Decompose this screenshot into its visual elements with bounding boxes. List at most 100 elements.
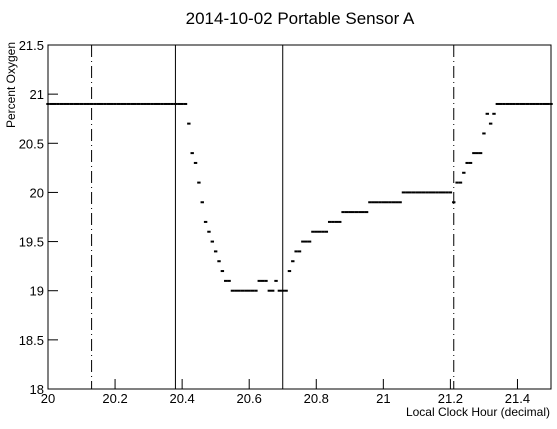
data-point: [455, 181, 459, 184]
data-point: [257, 279, 261, 282]
data-point: [270, 289, 275, 292]
data-point: [103, 102, 107, 105]
data-point: [267, 289, 272, 292]
data-point: [260, 279, 265, 282]
data-point: [505, 102, 510, 105]
data-point: [535, 102, 540, 105]
data-point: [106, 102, 111, 105]
data-point: [405, 191, 409, 194]
data-point: [237, 289, 241, 292]
data-point: [415, 191, 419, 194]
data-point: [217, 260, 221, 263]
x-tick-label: 20.2: [102, 391, 127, 406]
data-point: [532, 102, 536, 105]
data-point: [519, 102, 523, 105]
data-point: [73, 102, 77, 105]
data-point: [183, 102, 188, 105]
data-point: [435, 191, 439, 194]
data-point: [153, 102, 158, 105]
data-point: [452, 201, 456, 204]
data-point: [150, 102, 154, 105]
data-point: [240, 289, 245, 292]
data-point: [76, 102, 80, 105]
data-point: [374, 201, 379, 204]
data-point: [234, 289, 238, 292]
data-point: [224, 279, 228, 282]
data-point: [324, 230, 329, 233]
data-point: [163, 102, 168, 105]
data-point: [203, 220, 208, 223]
data-point: [140, 102, 144, 105]
data-point: [136, 102, 141, 105]
data-point: [364, 211, 369, 214]
data-point: [384, 201, 389, 204]
data-point: [210, 240, 215, 243]
x-tick-label: 20.4: [169, 391, 194, 406]
data-point: [49, 102, 54, 105]
data-point: [83, 102, 87, 105]
data-point: [441, 191, 446, 194]
data-point: [156, 102, 161, 105]
y-tick-label: 21: [30, 87, 44, 102]
x-tick-label: 20.8: [304, 391, 329, 406]
data-point: [448, 191, 453, 194]
data-point: [317, 230, 322, 233]
data-point: [190, 152, 194, 155]
data-point: [173, 102, 178, 105]
data-point: [368, 201, 372, 204]
data-point: [120, 102, 124, 105]
x-tick-label: 20.6: [237, 391, 262, 406]
data-point: [499, 102, 503, 105]
data-point: [545, 102, 550, 105]
data-point: [381, 201, 386, 204]
data-point: [391, 201, 396, 204]
data-point: [180, 102, 184, 105]
data-point: [79, 102, 84, 105]
data-point: [525, 102, 530, 105]
data-point: [485, 112, 489, 115]
data-point: [170, 102, 174, 105]
data-point: [472, 152, 476, 155]
data-point: [297, 250, 302, 253]
data-point: [53, 102, 57, 105]
data-point: [133, 102, 137, 105]
data-point: [130, 102, 134, 105]
y-tick-label: 20.5: [19, 136, 44, 151]
data-point: [207, 230, 211, 233]
data-point: [388, 201, 392, 204]
data-point: [63, 102, 67, 105]
data-point: [492, 112, 496, 115]
data-point: [539, 102, 543, 105]
data-point: [167, 102, 171, 105]
data-point: [425, 191, 429, 194]
y-tick-label: 19: [30, 284, 44, 299]
data-point: [250, 289, 255, 292]
data-point: [213, 250, 218, 253]
y-tick-label: 18.5: [19, 333, 44, 348]
data-point: [197, 181, 201, 184]
data-point: [465, 161, 469, 164]
data-point: [358, 211, 362, 214]
data-point: [438, 191, 443, 194]
data-point: [411, 191, 416, 194]
data-point: [110, 102, 114, 105]
data-point: [421, 191, 426, 194]
data-point: [542, 102, 546, 105]
x-axis-label: Local Clock Hour (decimal): [406, 405, 550, 419]
data-point: [321, 230, 325, 233]
data-point: [89, 102, 94, 105]
data-point: [314, 230, 318, 233]
data-point: [529, 102, 533, 105]
y-tick-label: 21.5: [19, 38, 44, 53]
data-point: [351, 211, 355, 214]
data-point: [462, 171, 466, 174]
data-point: [549, 102, 553, 105]
data-point: [428, 191, 432, 194]
data-point: [348, 211, 352, 214]
data-point: [177, 102, 181, 105]
data-point: [354, 211, 359, 214]
y-axis-label: Percent Oxygen: [4, 42, 18, 128]
y-tick-label: 18: [30, 382, 44, 397]
y-tick-label: 19.5: [19, 235, 44, 250]
